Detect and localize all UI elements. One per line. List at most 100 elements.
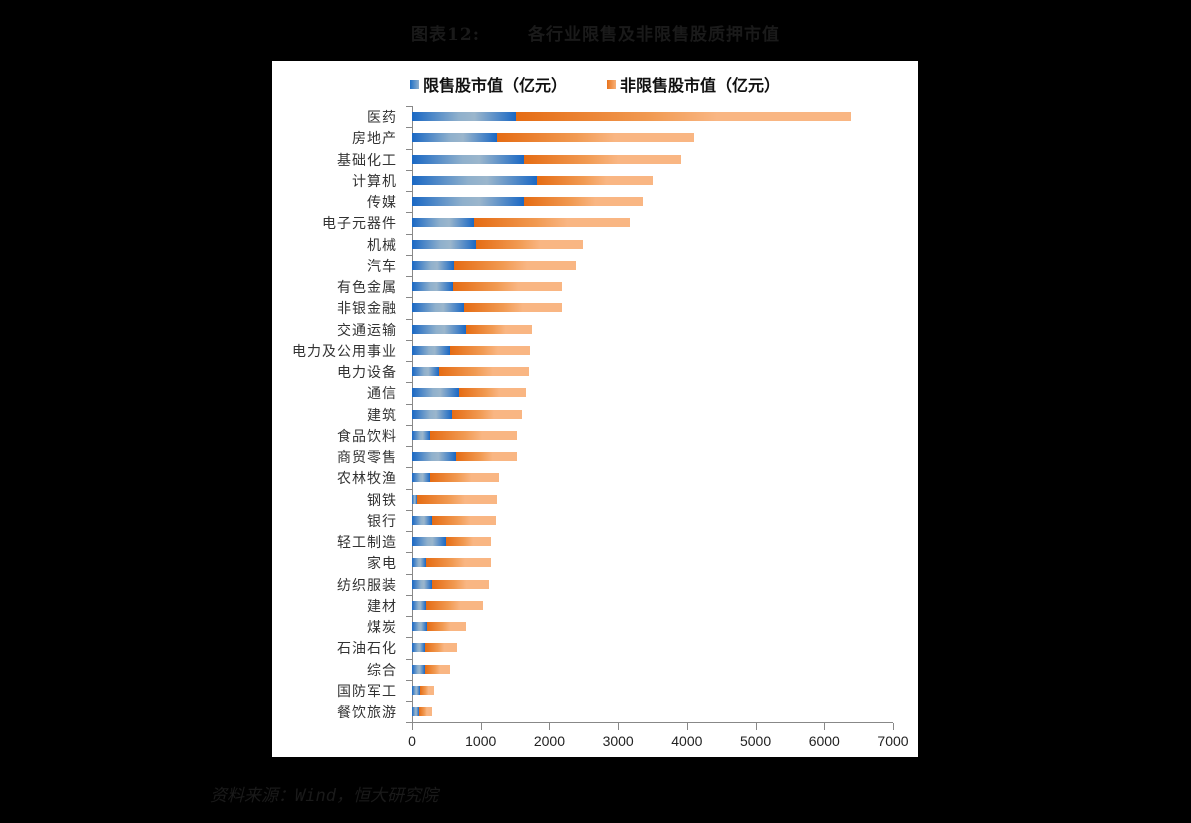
bar-restricted — [412, 303, 465, 313]
bar-row: 国防军工 — [272, 680, 918, 701]
category-label: 基础化工 — [337, 152, 397, 169]
bar-row: 有色金属 — [272, 276, 918, 297]
bar-unrestricted — [424, 664, 450, 674]
y-tick — [406, 658, 412, 660]
category-label: 电子元器件 — [322, 216, 397, 233]
bar-row: 电子元器件 — [272, 212, 918, 233]
x-tick-label: 0 — [408, 733, 416, 749]
y-tick — [406, 573, 412, 575]
bar-unrestricted — [497, 133, 695, 143]
y-tick — [406, 403, 412, 405]
bar-unrestricted — [465, 324, 532, 334]
x-tick-label: 1000 — [465, 733, 497, 749]
bar-row: 石油石化 — [272, 637, 918, 658]
bar-restricted — [412, 112, 517, 121]
bar-restricted — [412, 154, 525, 164]
bar-restricted — [412, 685, 421, 695]
bar-restricted — [412, 430, 431, 440]
bar-unrestricted — [453, 282, 562, 291]
bar-row: 电力设备 — [272, 361, 918, 382]
category-label: 综合 — [367, 662, 397, 679]
bar-row: 食品饮料 — [272, 425, 918, 446]
bar-row: 医药 — [272, 106, 918, 127]
bar-unrestricted — [455, 452, 518, 461]
x-tick — [893, 723, 894, 730]
bar-restricted — [412, 345, 450, 355]
x-tick-label: 5000 — [739, 733, 772, 749]
y-tick — [406, 722, 412, 724]
category-label: 建材 — [367, 598, 397, 615]
x-tick-label: 7000 — [877, 733, 909, 749]
y-tick — [406, 254, 412, 256]
legend-swatch-blue — [409, 79, 419, 89]
bar-unrestricted — [446, 537, 492, 546]
bar-row: 综合 — [272, 659, 918, 680]
bar-unrestricted — [524, 197, 643, 206]
bar-restricted — [412, 175, 538, 185]
category-label: 计算机 — [352, 173, 397, 190]
x-tick-label: 3000 — [602, 733, 634, 749]
category-label: 医药 — [367, 110, 397, 126]
y-tick — [406, 361, 412, 362]
bar-unrestricted — [537, 175, 653, 185]
bar-unrestricted — [516, 112, 851, 121]
bar-row: 交通运输 — [272, 319, 918, 340]
bar-restricted — [412, 239, 477, 249]
y-tick — [406, 637, 412, 639]
category-label: 食品饮料 — [337, 428, 397, 445]
bar-restricted — [412, 409, 452, 419]
category-label: 煤炭 — [367, 620, 397, 636]
bar-unrestricted — [418, 707, 432, 716]
x-tick — [618, 723, 620, 730]
bar-unrestricted — [439, 367, 529, 376]
y-tick — [406, 212, 412, 214]
y-tick — [406, 297, 412, 299]
bar-unrestricted — [417, 494, 497, 504]
bar-unrestricted — [474, 218, 631, 228]
bar-restricted — [412, 494, 418, 504]
y-tick — [406, 127, 412, 129]
bar-unrestricted — [476, 239, 583, 249]
plot-area: 医药 房地产 基础化工 计算机 传媒 电子元器件 机械 汽车 有色金属 非银金融 交通运输 电力及公用… — [272, 61, 918, 757]
bar-unrestricted — [426, 558, 492, 568]
source-note: 资料来源：Wind，恒大研究院 — [210, 786, 438, 806]
x-tick — [412, 723, 413, 730]
legend-item-unrestricted: 非限售股市值（亿元） — [607, 71, 780, 97]
bar-restricted — [412, 282, 454, 291]
bar-restricted — [412, 452, 456, 461]
chart-frame: 限售股市值（亿元） 非限售股市值（亿元） 医药 房地产 基础化工 计算机 传媒 电子元器件… — [272, 61, 918, 757]
bar-row: 机械 — [272, 234, 918, 255]
bar-unrestricted — [454, 260, 576, 270]
bar-row: 商贸零售 — [272, 446, 918, 467]
bar-restricted — [412, 664, 425, 674]
bar-row: 钢铁 — [272, 489, 918, 510]
category-label: 农林牧渔 — [337, 471, 397, 488]
bar-restricted — [412, 558, 427, 568]
category-label: 银行 — [367, 513, 397, 530]
category-label: 建筑 — [367, 407, 397, 424]
chart-legend: 限售股市值（亿元） 非限售股市值（亿元） — [272, 71, 918, 97]
bar-unrestricted — [431, 515, 496, 525]
y-tick — [406, 424, 412, 426]
y-tick — [406, 339, 412, 341]
bar-row: 家电 — [272, 552, 918, 573]
y-tick — [406, 276, 412, 277]
x-tick — [824, 723, 826, 730]
bar-unrestricted — [524, 154, 682, 164]
category-label: 商贸零售 — [337, 450, 397, 466]
bar-row: 传媒 — [272, 191, 918, 212]
category-label: 电力及公用事业 — [292, 343, 397, 360]
y-tick — [406, 679, 412, 681]
bar-restricted — [412, 600, 427, 610]
category-label: 电力设备 — [337, 365, 397, 381]
y-tick — [406, 106, 412, 107]
bar-unrestricted — [430, 473, 499, 483]
category-label: 餐饮旅游 — [337, 705, 397, 721]
bar-row: 煤炭 — [272, 616, 918, 637]
bar-restricted — [412, 579, 432, 589]
bar-row: 建筑 — [272, 404, 918, 425]
y-tick — [406, 169, 412, 171]
x-tick — [480, 723, 482, 730]
y-tick — [406, 616, 412, 617]
bar-row: 通信 — [272, 382, 918, 403]
